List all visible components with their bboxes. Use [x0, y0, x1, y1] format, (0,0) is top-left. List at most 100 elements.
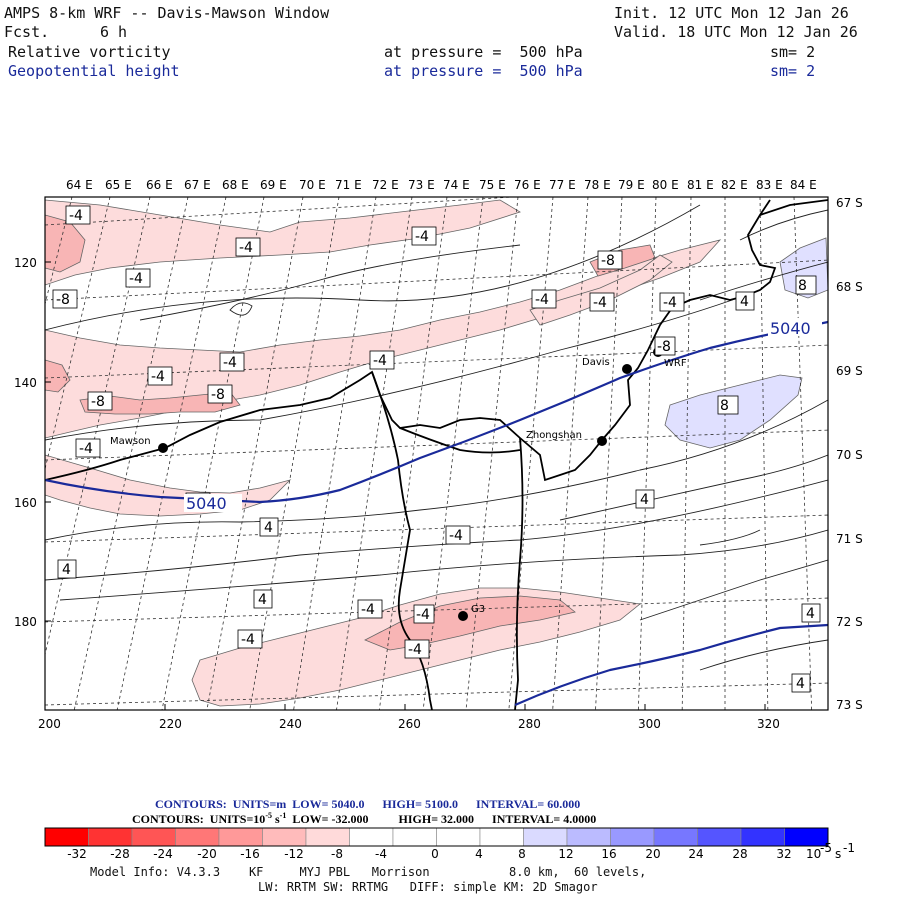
lon-label: 67 E [184, 178, 211, 192]
vorticity-contour-low: -32.000 [331, 812, 369, 826]
svg-text:-8: -8 [211, 387, 225, 403]
map-area: Mawson Davis Zhongshan G3 WRF -4 -4 -4 -… [0, 0, 828, 710]
field2-level: at pressure = 500 hPa [384, 62, 583, 80]
svg-text:-4: -4 [663, 295, 677, 311]
contour-label-box: -4 [125, 268, 151, 288]
colorbar-label: 12 [558, 847, 573, 861]
contour-label-box: -4 [531, 289, 557, 309]
colorbar-unit-s-exp: -1 [843, 841, 855, 855]
lon-label: 72 E [372, 178, 399, 192]
height-contour-high: 5100.0 [425, 797, 458, 811]
colorbar-cell [131, 827, 176, 847]
svg-text:-4: -4 [593, 295, 607, 311]
height-label: 5040 [770, 319, 811, 338]
x-index-label: 240 [279, 717, 302, 731]
latitude-parallels [45, 197, 828, 706]
contour-label-box: 4 [0, 0, 403, 643]
svg-text:-8: -8 [56, 292, 70, 308]
vorticity-contour-low-label: LOW= [292, 812, 329, 826]
contour-label-box: 4 [57, 559, 77, 579]
svg-text:-4: -4 [408, 642, 422, 658]
colorbar-cell [305, 827, 350, 847]
colorbar-label: -24 [153, 847, 173, 861]
svg-text:4: 4 [740, 294, 749, 310]
svg-text:-4: -4 [239, 240, 253, 256]
lon-label: 68 E [222, 178, 249, 192]
colorbar-labels: -32 -28 -24 -20 -16 -12 -8 -4 0 4 8 12 1… [67, 847, 791, 861]
contour-label-box: -8 [654, 336, 676, 356]
station-dot-zhongshan [597, 436, 607, 446]
colorbar-label: 28 [732, 847, 747, 861]
vorticity-contour-unit-exp: -1 [279, 811, 287, 820]
contour-label-box: 4 [259, 517, 279, 537]
contour-label-box: -4 [147, 366, 173, 386]
colorbar-label: 8 [518, 847, 526, 861]
colorbar-cell [262, 827, 307, 847]
colorbar-cell [653, 827, 698, 847]
contour-label-box: -4 [75, 438, 101, 458]
colorbar-cell [479, 827, 524, 847]
lon-label: 82 E [721, 178, 748, 192]
svg-text:4: 4 [62, 562, 71, 578]
lat-label: 68 S [836, 280, 863, 294]
lon-label: 77 E [549, 178, 576, 192]
y-index-label: 140 [14, 376, 37, 390]
station-label: Mawson [110, 436, 151, 447]
lat-label: 67 S [836, 196, 863, 210]
contour-label-box: -4 [659, 292, 685, 312]
lon-label: 66 E [146, 178, 173, 192]
colorbar-label: 0 [431, 847, 439, 861]
contour-label-box: -4 [235, 237, 261, 257]
colorbar-unit: 10 -5 s -1 [806, 841, 855, 861]
svg-text:4: 4 [640, 492, 649, 508]
contour-label-box: -4 [237, 629, 263, 649]
y-index-label: 180 [14, 615, 37, 629]
forecast-label: Fcst. [4, 23, 50, 41]
colorbar-cell [88, 827, 133, 847]
contour-label-box: 4 [735, 291, 755, 311]
vorticity-contour-interval-label: INTERVAL= [492, 812, 561, 826]
lat-label: 72 S [836, 615, 863, 629]
contour-label-box: 8 [717, 395, 739, 415]
colorbar-cell [523, 827, 568, 847]
colorbar-cell [566, 827, 611, 847]
vorticity-contour-info: CONTOURS: UNITS=10-5 s-1 LOW= -32.000 HI… [132, 811, 596, 827]
y-index-label: 160 [14, 496, 37, 510]
contour-label-box: -8 [52, 289, 78, 309]
svg-text:-4: -4 [415, 229, 429, 245]
contour-label-box: 4 [791, 673, 811, 693]
map-border [44, 196, 829, 711]
valid-time: Valid. 18 UTC Mon 12 Jan 26 [614, 23, 858, 41]
colorbar-cell [697, 827, 742, 847]
colorbar-cells [44, 827, 829, 847]
colorbar-label: -4 [375, 847, 387, 861]
lon-label: 79 E [618, 178, 645, 192]
vorticity-contour-high-label: HIGH= [398, 812, 439, 826]
colorbar-unit-exp: -5 [820, 841, 832, 855]
contour-label-box: 8 [795, 275, 817, 295]
lon-labels: 64 E 65 E 66 E 67 E 68 E 69 E 70 E 71 E … [66, 178, 817, 192]
x-index-label: 260 [398, 717, 421, 731]
colorbar-unit-s: s [835, 847, 841, 861]
svg-text:-4: -4 [151, 369, 165, 385]
vorticity-contour-high: 32.000 [441, 812, 475, 826]
svg-text:-4: -4 [416, 607, 430, 623]
lon-label: 73 E [408, 178, 435, 192]
colorbar-label: -28 [110, 847, 130, 861]
longitude-meridians [45, 197, 828, 710]
colorbar-cell [218, 827, 263, 847]
svg-text:8: 8 [798, 278, 807, 294]
contour-label-box: 4 [801, 603, 821, 623]
strong-negative-vorticity-shading [45, 214, 656, 651]
colorbar-label: -8 [331, 847, 343, 861]
colorbar-label: 20 [645, 847, 660, 861]
lon-label: 64 E [66, 178, 93, 192]
lat-label: 71 S [836, 532, 863, 546]
svg-text:-8: -8 [91, 394, 105, 410]
height-labels: 5040 5040 [184, 318, 822, 513]
svg-text:4: 4 [258, 592, 267, 608]
lon-label: 74 E [443, 178, 470, 192]
field1-smoothing: sm= 2 [770, 43, 816, 61]
colorbar-cell [392, 827, 437, 847]
